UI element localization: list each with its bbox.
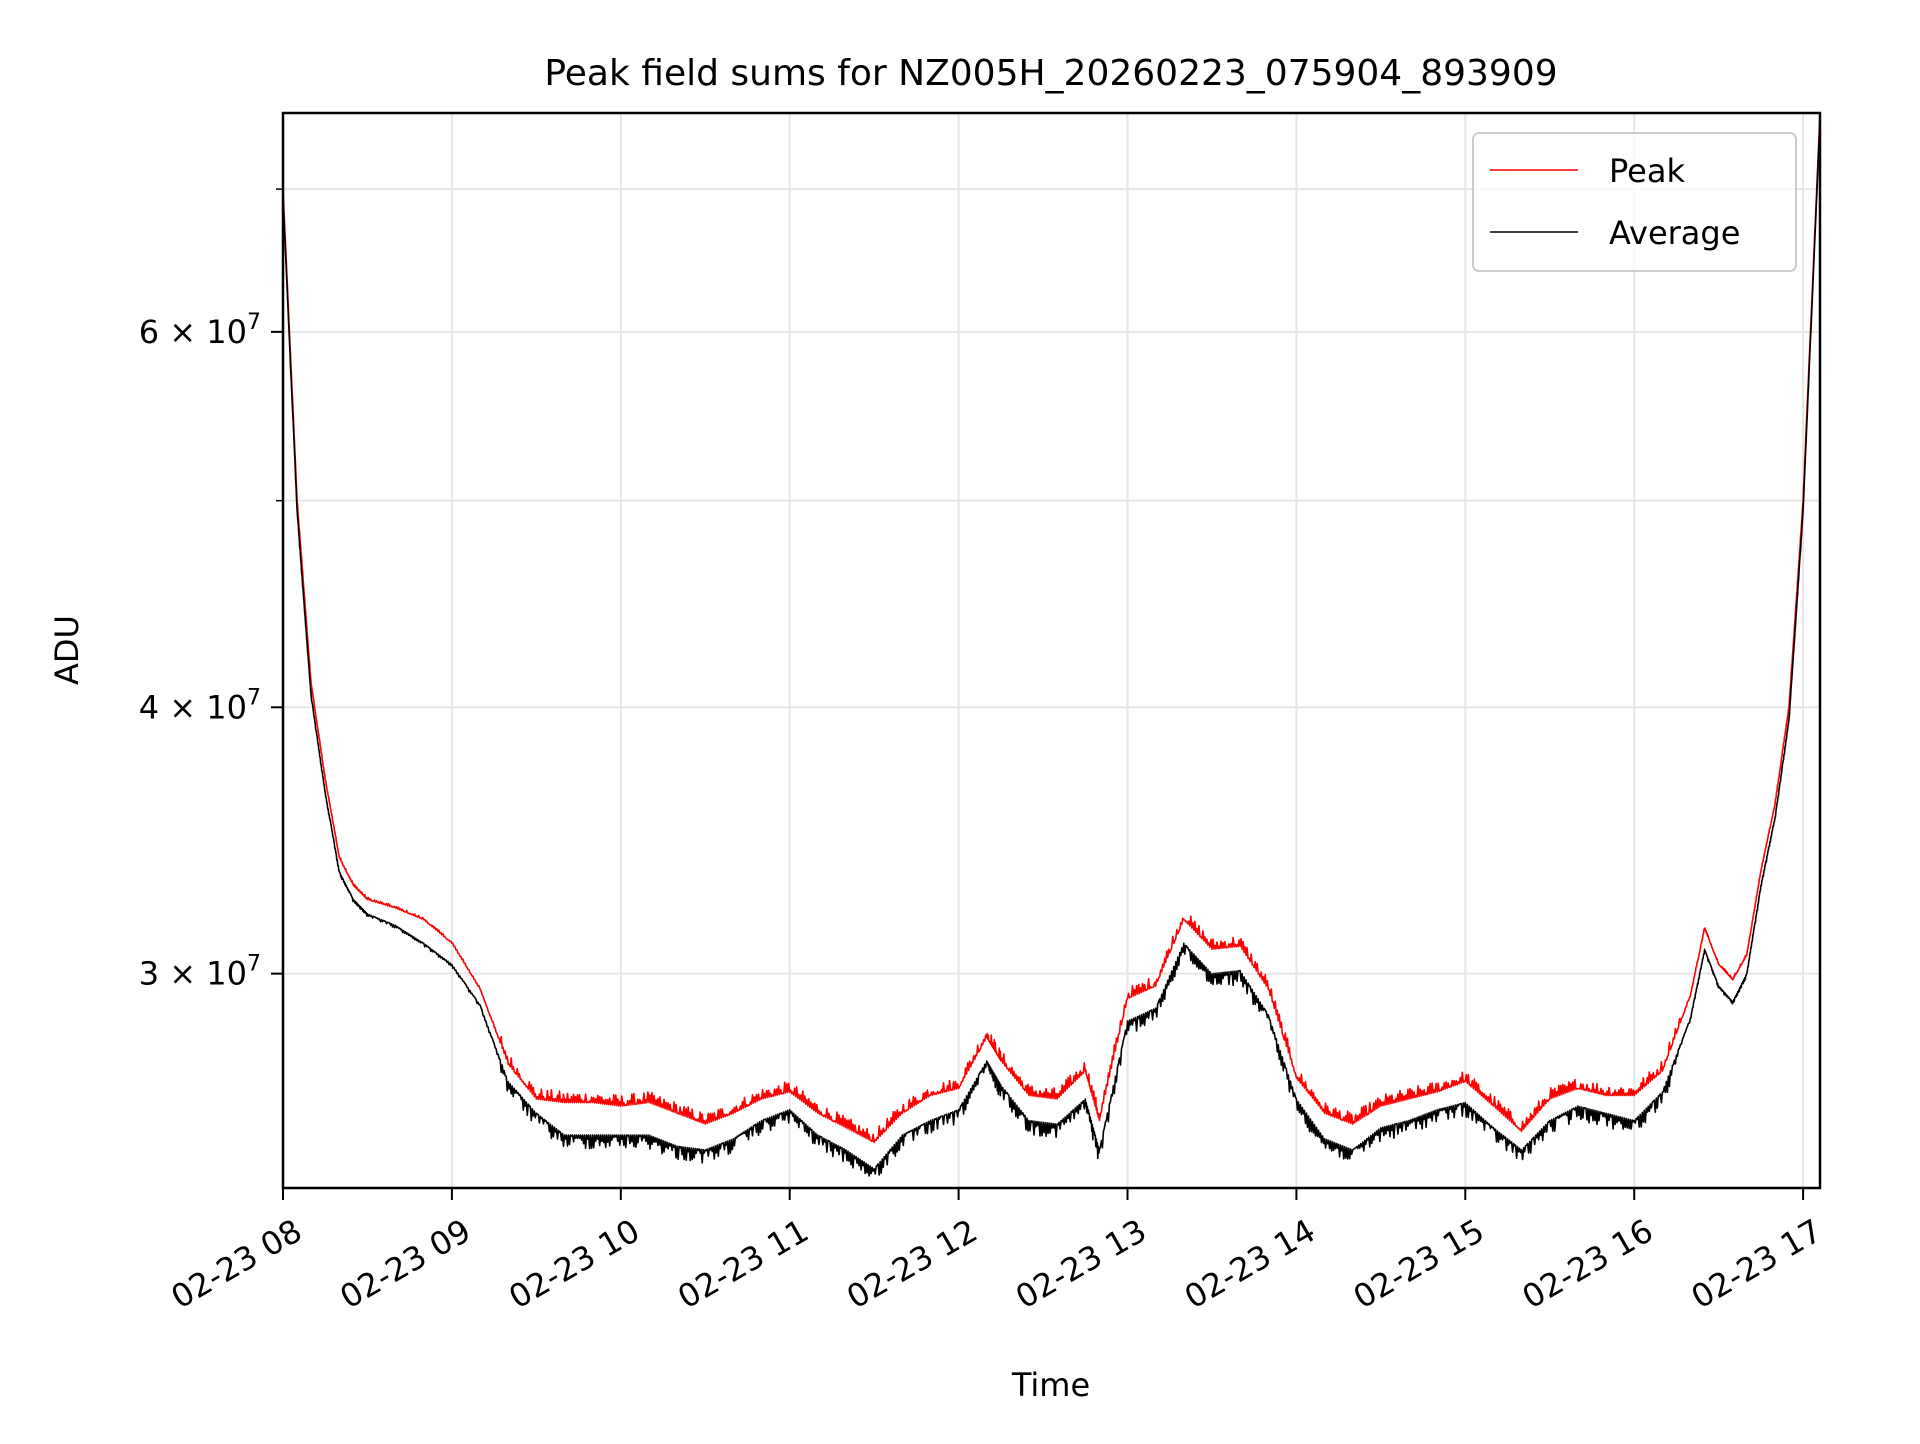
- x-axis-label: Time: [1011, 1366, 1090, 1404]
- grid-lines: [282, 113, 1820, 1188]
- series-layer: [283, 113, 1820, 1177]
- y-axis-ticks: 3 × 107 4 × 107 6 × 107: [139, 188, 283, 993]
- series-line-average: [283, 119, 1820, 1177]
- y-tick-label: 4 × 107: [139, 685, 261, 726]
- y-axis-label: ADU: [48, 615, 86, 685]
- legend-label-peak: Peak: [1609, 152, 1685, 190]
- legend: Peak Average: [1472, 132, 1797, 272]
- legend-label-average: Average: [1609, 214, 1740, 252]
- y-tick-label: 6 × 107: [139, 310, 261, 351]
- legend-box: [1472, 132, 1797, 272]
- plot-frame: [281, 111, 1822, 1190]
- y-tick-label: 3 × 107: [139, 952, 261, 993]
- chart-title: Peak field sums for NZ005H_20260223_0759…: [544, 53, 1557, 94]
- series-line-peak: [283, 113, 1820, 1144]
